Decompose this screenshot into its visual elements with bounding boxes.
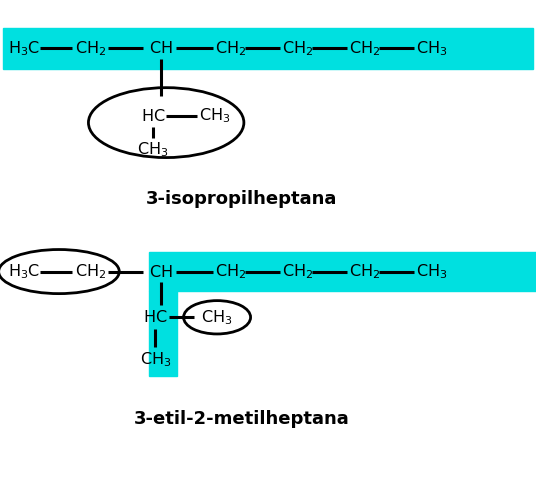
Text: $\mathsf{HC}$: $\mathsf{HC}$ xyxy=(140,107,165,123)
Text: $\mathsf{CH_2}$: $\mathsf{CH_2}$ xyxy=(76,262,107,281)
Text: $\mathsf{CH_2}$: $\mathsf{CH_2}$ xyxy=(215,262,246,281)
Text: $\mathsf{CH}$: $\mathsf{CH}$ xyxy=(149,264,173,280)
Text: $\mathsf{H_3C}$: $\mathsf{H_3C}$ xyxy=(8,262,40,281)
Text: $\mathsf{CH_3}$: $\mathsf{CH_3}$ xyxy=(199,106,230,125)
Text: $\mathsf{CH_3}$: $\mathsf{CH_3}$ xyxy=(137,140,168,159)
Text: $\mathsf{HC}$: $\mathsf{HC}$ xyxy=(143,309,168,325)
Text: $\mathsf{CH_2}$: $\mathsf{CH_2}$ xyxy=(215,39,246,58)
Text: 3-isopropilheptana: 3-isopropilheptana xyxy=(145,190,337,208)
Text: $\mathsf{CH_3}$: $\mathsf{CH_3}$ xyxy=(140,350,171,369)
Bar xyxy=(149,252,536,291)
Text: $\mathsf{CH_2}$: $\mathsf{CH_2}$ xyxy=(282,262,313,281)
Text: $\mathsf{CH_3}$: $\mathsf{CH_3}$ xyxy=(416,39,447,58)
Text: $\mathsf{CH}$: $\mathsf{CH}$ xyxy=(149,40,173,57)
Text: 3-etil-2-metilheptana: 3-etil-2-metilheptana xyxy=(133,410,349,428)
Text: $\mathsf{CH_3}$: $\mathsf{CH_3}$ xyxy=(202,308,233,327)
Text: $\mathsf{H_3C}$: $\mathsf{H_3C}$ xyxy=(8,39,40,58)
Bar xyxy=(149,291,177,377)
Text: $\mathsf{CH_2}$: $\mathsf{CH_2}$ xyxy=(349,39,380,58)
Bar xyxy=(3,28,533,69)
Text: $\mathsf{CH_3}$: $\mathsf{CH_3}$ xyxy=(416,262,447,281)
Text: $\mathsf{CH_2}$: $\mathsf{CH_2}$ xyxy=(76,39,107,58)
Text: $\mathsf{CH_2}$: $\mathsf{CH_2}$ xyxy=(282,39,313,58)
Text: $\mathsf{CH_2}$: $\mathsf{CH_2}$ xyxy=(349,262,380,281)
